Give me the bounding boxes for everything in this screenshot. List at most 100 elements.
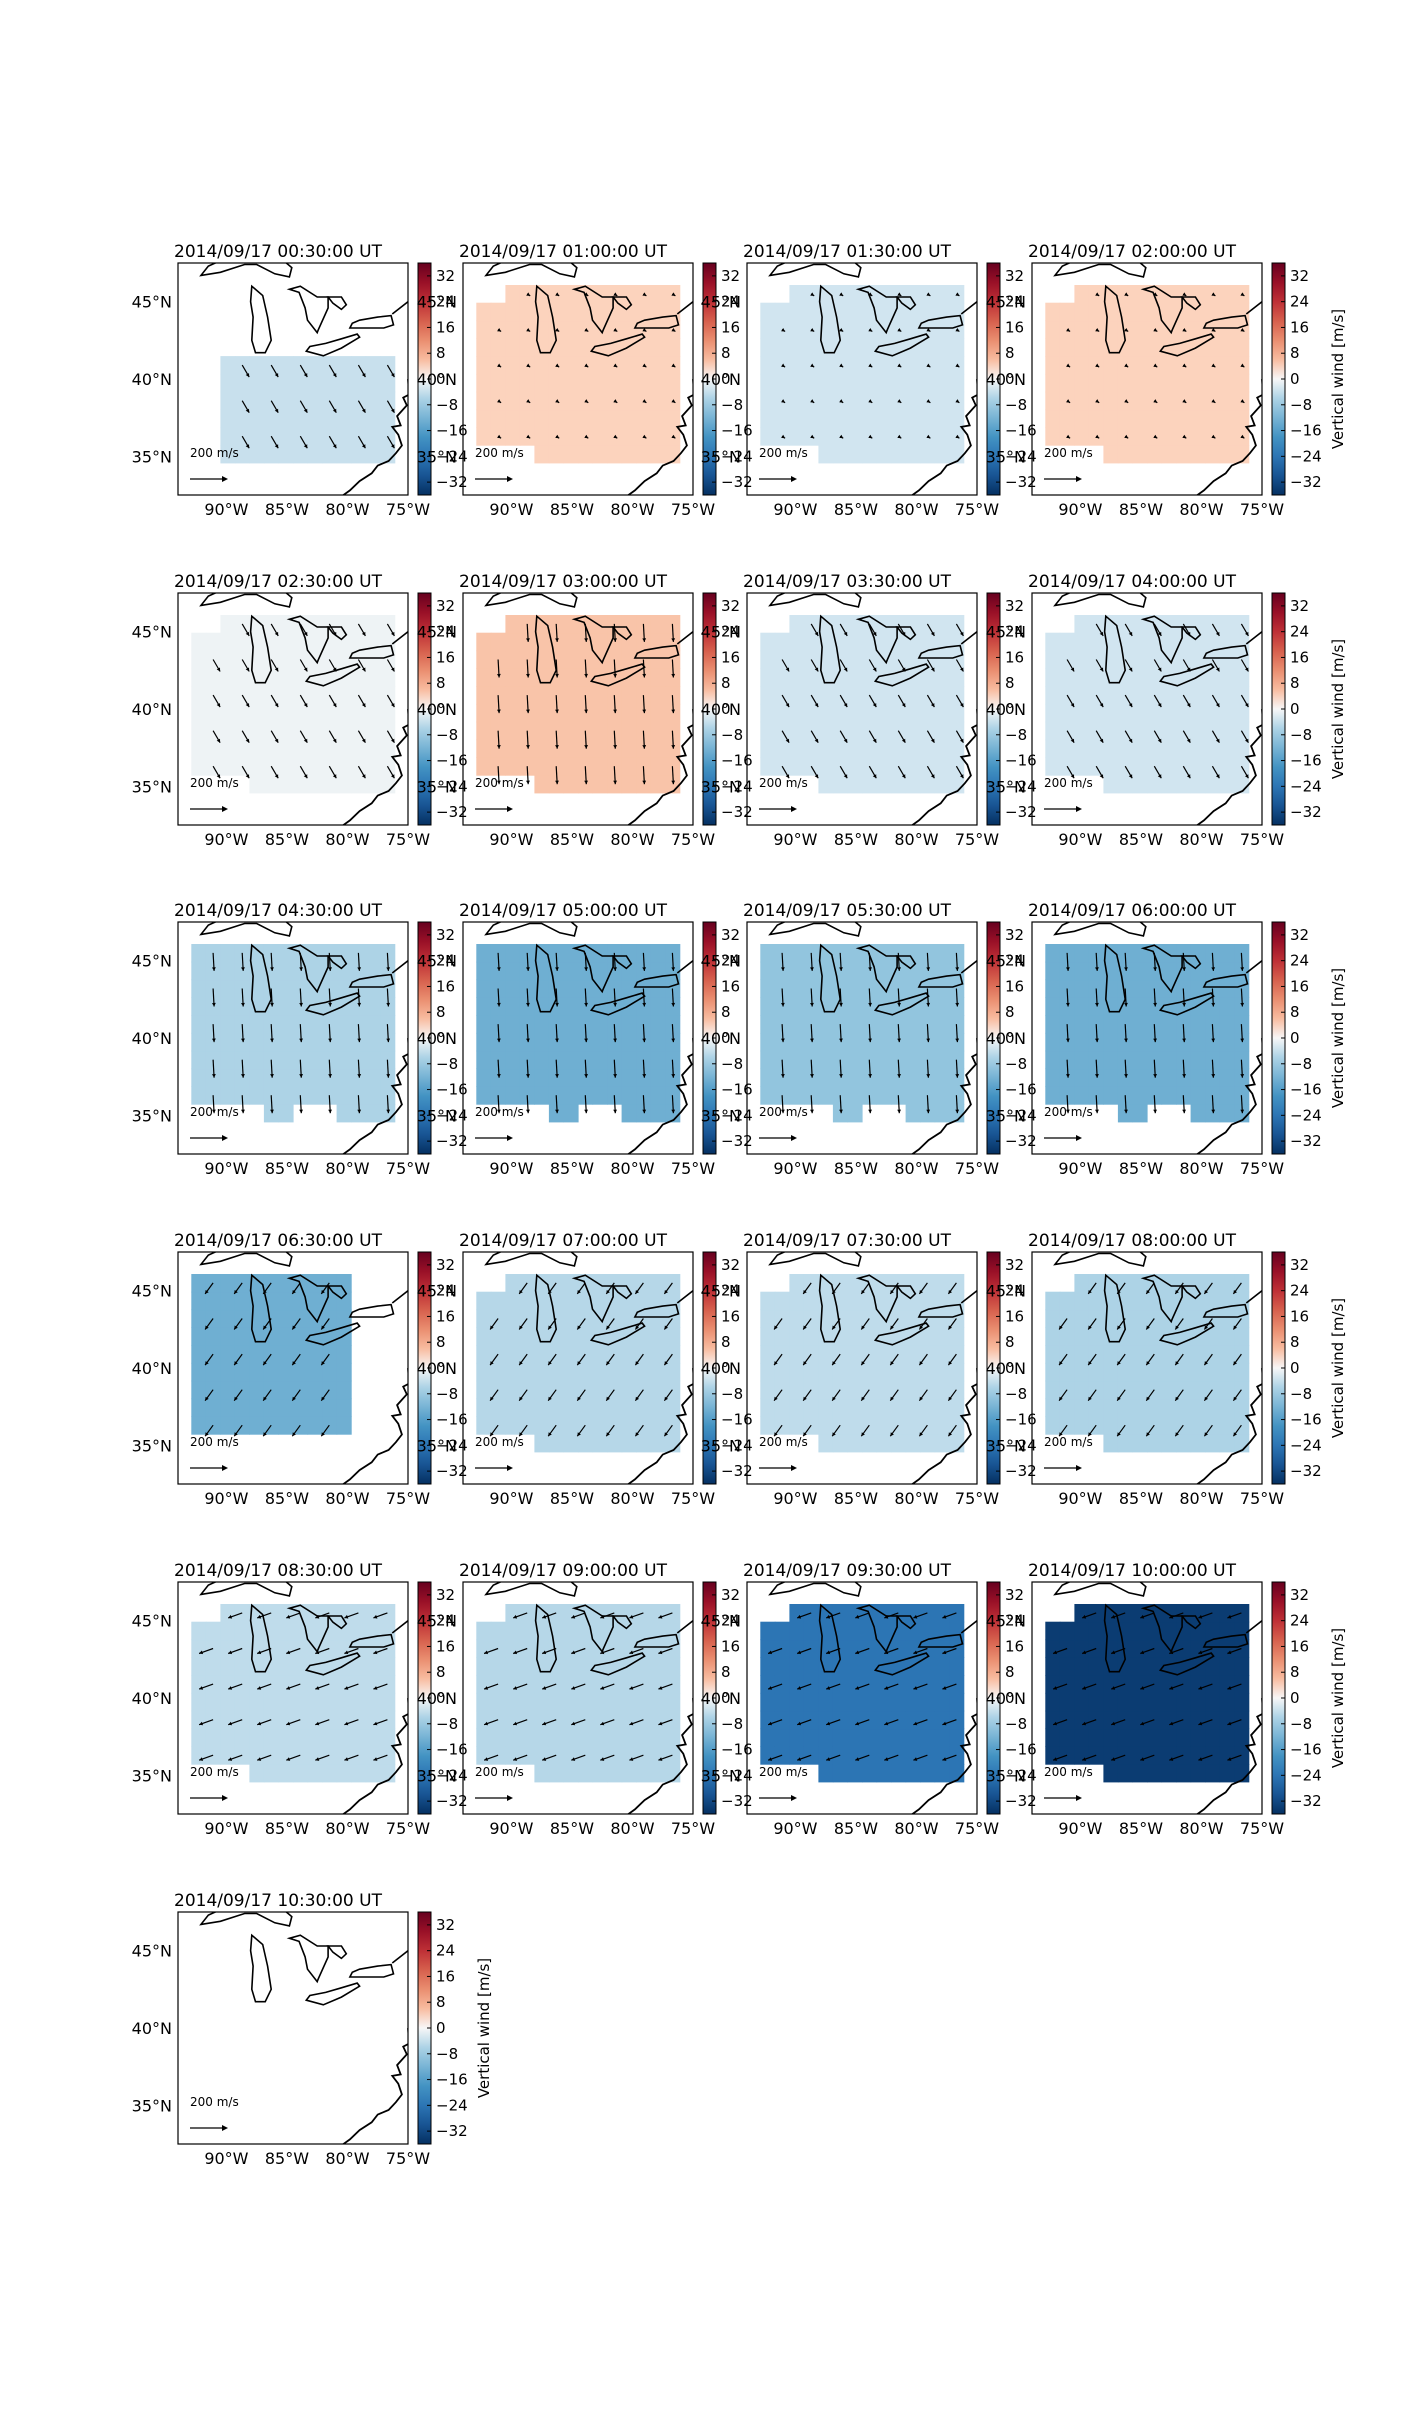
shaded-cell (847, 1604, 863, 1623)
shaded-cell (578, 1710, 594, 1730)
shaded-cell (621, 445, 637, 464)
wind-arrow-head (391, 703, 395, 708)
wind-arrow-head (897, 1002, 901, 1007)
shaded-cell (578, 1764, 594, 1783)
shaded-cell (1088, 997, 1104, 1016)
shaded-cell (1045, 338, 1061, 357)
lake-outline (1158, 333, 1215, 357)
lon-tick-label: 75°W (955, 1489, 999, 1508)
shaded-cell (505, 1604, 521, 1623)
wind-arrow-head (1117, 1325, 1121, 1330)
shaded-cell (789, 979, 805, 998)
lat-tick-label: 40°N (986, 700, 1026, 719)
wind-arrow-head (1124, 363, 1129, 368)
shaded-cell (665, 338, 681, 357)
shaded-cell (307, 373, 323, 393)
colorbar-tick-label: −24 (436, 1106, 468, 1124)
wind-arrow-head (519, 1290, 523, 1294)
wind-arrow-head (1088, 1325, 1092, 1330)
shaded-cell (1190, 757, 1206, 776)
shaded-cell (1074, 632, 1090, 652)
shaded-cell (278, 650, 294, 669)
shaded-cell (336, 997, 352, 1016)
shaded-cell (1205, 1398, 1221, 1417)
shaded-cell (1161, 632, 1177, 652)
wind-arrow-head (1095, 1038, 1099, 1043)
lat-tick-label: 40°N (701, 1359, 741, 1378)
lake-outline (917, 1633, 964, 1648)
lake-outline (589, 663, 646, 687)
wind-arrow-head (542, 1686, 547, 1690)
shaded-cell (592, 427, 608, 446)
shaded-cell (293, 1675, 309, 1694)
shaded-cell (1103, 944, 1119, 963)
shaded-cell (636, 739, 652, 758)
shaded-cell (234, 668, 250, 687)
shaded-cell (891, 1068, 907, 1087)
lon-tick-label: 80°W (894, 1159, 938, 1178)
lat-tick-label: 35°N (701, 1436, 741, 1455)
shaded-cell (1147, 1710, 1163, 1730)
shaded-cell (760, 757, 776, 776)
wind-arrow-head (613, 673, 617, 678)
shaded-cell (263, 1746, 279, 1765)
wind-arrow-head (286, 1757, 291, 1761)
shaded-cell (1219, 445, 1235, 464)
shaded-cell (1132, 1309, 1148, 1328)
wind-arrow-head (664, 1325, 668, 1330)
wind-arrow-head (942, 1721, 947, 1726)
shaded-cell (847, 302, 863, 322)
scale-arrow-label: 200 m/s (475, 776, 524, 790)
shaded-cell (220, 1345, 236, 1364)
wind-arrow-head (386, 967, 391, 971)
shaded-cell (220, 668, 236, 687)
wind-arrow-head (1227, 1650, 1232, 1655)
shaded-cell (505, 632, 521, 652)
shaded-cell (847, 1710, 863, 1730)
shaded-cell (249, 721, 265, 741)
lake-outline (768, 593, 862, 608)
shaded-cell (563, 1327, 579, 1346)
scale-arrow-label: 200 m/s (475, 1765, 524, 1779)
shaded-cell (1132, 1764, 1148, 1783)
lat-tick-label: 35°N (986, 1766, 1026, 1785)
shaded-cell (650, 1068, 666, 1087)
shaded-cell (774, 1291, 790, 1311)
shaded-cell (336, 1416, 352, 1435)
shaded-cell (1205, 1621, 1221, 1641)
colorbar-tick-label: 24 (1290, 1282, 1309, 1300)
wind-arrow-head (868, 1109, 872, 1114)
shaded-cell (876, 1692, 892, 1712)
colorbar-tick-label: 8 (1290, 674, 1300, 692)
shaded-cell (1190, 1692, 1206, 1712)
lon-tick-label: 90°W (773, 1159, 817, 1178)
shaded-cell (234, 1291, 250, 1311)
coastline (910, 1038, 977, 1154)
wind-arrow-head (948, 1325, 952, 1330)
wind-arrow-head (884, 1721, 889, 1726)
shaded-cell (949, 373, 965, 393)
shaded-cell (220, 1050, 236, 1070)
shaded-cell (876, 1398, 892, 1417)
shaded-cell (1132, 1362, 1148, 1382)
lon-tick-label: 80°W (610, 1489, 654, 1508)
panel-title: 2014/09/17 03:30:00 UT (743, 572, 952, 592)
shaded-cell (578, 1032, 594, 1052)
shaded-cell (1161, 356, 1177, 375)
shaded-cell (1161, 1380, 1177, 1400)
lake-outline (348, 314, 395, 329)
colorbar-tick-label: −8 (1005, 726, 1027, 744)
wind-arrow-head (274, 444, 279, 449)
lon-tick-label: 75°W (671, 830, 715, 849)
wind-arrow-head (843, 774, 848, 779)
shaded-cell (818, 373, 834, 393)
shaded-cell (351, 1675, 367, 1694)
shaded-cell (1103, 1015, 1119, 1034)
shaded-cell (534, 1068, 550, 1087)
shaded-cell (249, 944, 265, 963)
shaded-cell (578, 445, 594, 464)
wind-arrow-head (658, 1757, 663, 1761)
shaded-cell (191, 739, 207, 758)
shaded-cell (1219, 1327, 1235, 1346)
lake-outline (1140, 285, 1183, 335)
